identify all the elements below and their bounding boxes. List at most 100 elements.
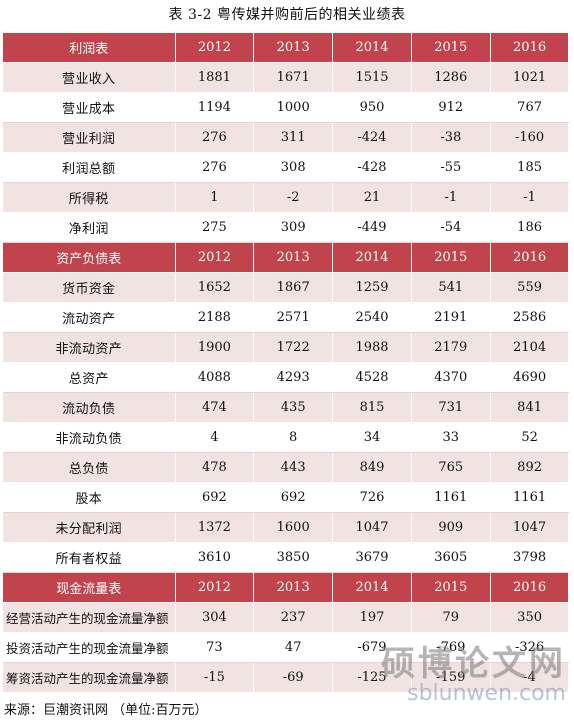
value-cell: 3610	[174, 542, 255, 573]
value-cell: 1652	[174, 272, 255, 303]
value-cell: -424	[332, 122, 412, 153]
value-cell: 541	[410, 272, 491, 303]
value-cell: 765	[410, 452, 491, 483]
value-cell: 950	[332, 92, 412, 123]
section-title: 利润表	[3, 32, 176, 63]
year-header: 2016	[489, 572, 570, 603]
value-cell: 1988	[332, 332, 412, 363]
table-row: 未分配利润 1372 1600 1047 909 1047	[3, 512, 570, 543]
row-label: 营业收入	[3, 62, 176, 93]
value-cell: -125	[332, 662, 412, 693]
year-header: 2013	[253, 572, 334, 603]
table-row: 流动负债 474 435 815 731 841	[3, 392, 570, 423]
row-label: 经营活动产生的现金流量净额	[3, 602, 176, 633]
value-cell: 308	[253, 152, 334, 183]
performance-table: 利润表 2012 2013 2014 2015 2016 营业收入 1881 1671 1515 1…	[3, 32, 570, 693]
value-cell: 309	[253, 212, 334, 243]
value-cell: -1	[489, 182, 570, 213]
table-row: 营业利润 276 311 -424 -38 -160	[3, 122, 570, 153]
value-cell: 34	[332, 422, 412, 453]
value-cell: 1372	[174, 512, 255, 543]
table-row: 非流动负债 4 8 34 33 52	[3, 422, 570, 453]
row-label: 营业成本	[3, 92, 176, 123]
value-cell: 1515	[332, 62, 412, 93]
value-cell: 276	[174, 122, 255, 153]
row-label: 非流动负债	[3, 422, 176, 453]
table-row: 流动资产 2188 2571 2540 2191 2586	[3, 302, 570, 333]
table-row: 营业收入 1881 1671 1515 1286 1021	[3, 62, 570, 93]
value-cell: 1259	[332, 272, 412, 303]
value-cell: -1	[410, 182, 491, 213]
source-note: 来源：巨潮资讯网 （单位:百万元）	[4, 703, 208, 718]
value-cell: 2104	[489, 332, 570, 363]
value-cell: 52	[489, 422, 570, 453]
table-row: 净利润 275 309 -449 -54 186	[3, 212, 570, 243]
value-cell: 1047	[332, 512, 412, 543]
value-cell: 4293	[253, 362, 334, 393]
value-cell: -38	[410, 122, 491, 153]
year-header: 2015	[410, 242, 491, 273]
value-cell: -4	[489, 662, 570, 693]
table-row: 非流动资产 1900 1722 1988 2179 2104	[3, 332, 570, 363]
year-header: 2014	[332, 32, 412, 63]
row-label: 总资产	[3, 362, 176, 393]
value-cell: 275	[174, 212, 255, 243]
value-cell: 3798	[489, 542, 570, 573]
value-cell: 3605	[410, 542, 491, 573]
value-cell: 2571	[253, 302, 334, 333]
section-title: 资产负债表	[3, 242, 176, 273]
row-label: 营业利润	[3, 122, 176, 153]
section-header-row: 利润表 2012 2013 2014 2015 2016	[3, 32, 570, 63]
table-row: 经营活动产生的现金流量净额 304 237 197 79 350	[3, 602, 570, 633]
value-cell: 3850	[253, 542, 334, 573]
value-cell: 186	[489, 212, 570, 243]
value-cell: -326	[489, 632, 570, 663]
row-label: 所得税	[3, 182, 176, 213]
value-cell: -55	[410, 152, 491, 183]
value-cell: 1194	[174, 92, 255, 123]
value-cell: 1	[174, 182, 255, 213]
value-cell: 73	[174, 632, 255, 663]
year-header: 2012	[174, 32, 255, 63]
value-cell: 815	[332, 392, 412, 423]
row-label: 筹资活动产生的现金流量净额	[3, 662, 176, 693]
value-cell: 1286	[410, 62, 491, 93]
value-cell: 1000	[253, 92, 334, 123]
value-cell: 237	[253, 602, 334, 633]
row-label: 投资活动产生的现金流量净额	[3, 632, 176, 663]
value-cell: 443	[253, 452, 334, 483]
value-cell: 4370	[410, 362, 491, 393]
value-cell: 474	[174, 392, 255, 423]
value-cell: 1047	[489, 512, 570, 543]
value-cell: 1671	[253, 62, 334, 93]
table-row: 所有者权益 3610 3850 3679 3605 3798	[3, 542, 570, 573]
value-cell: -679	[332, 632, 412, 663]
value-cell: 1161	[410, 482, 491, 513]
value-cell: 33	[410, 422, 491, 453]
row-label: 所有者权益	[3, 542, 176, 573]
value-cell: -69	[253, 662, 334, 693]
value-cell: 350	[489, 602, 570, 633]
value-cell: 731	[410, 392, 491, 423]
value-cell: 276	[174, 152, 255, 183]
table-row: 货币资金 1652 1867 1259 541 559	[3, 272, 570, 303]
value-cell: -2	[253, 182, 334, 213]
year-header: 2015	[410, 572, 491, 603]
row-label: 流动资产	[3, 302, 176, 333]
section-title: 现金流量表	[3, 572, 176, 603]
value-cell: 912	[410, 92, 491, 123]
value-cell: -15	[174, 662, 255, 693]
year-header: 2016	[489, 32, 570, 63]
value-cell: 692	[174, 482, 255, 513]
year-header: 2015	[410, 32, 491, 63]
value-cell: 1600	[253, 512, 334, 543]
value-cell: -449	[332, 212, 412, 243]
row-label: 非流动资产	[3, 332, 176, 363]
value-cell: 185	[489, 152, 570, 183]
value-cell: 304	[174, 602, 255, 633]
value-cell: 849	[332, 452, 412, 483]
value-cell: 2586	[489, 302, 570, 333]
section-header-row: 现金流量表 2012 2013 2014 2015 2016	[3, 572, 570, 603]
value-cell: 1867	[253, 272, 334, 303]
table-row: 总资产 4088 4293 4528 4370 4690	[3, 362, 570, 393]
